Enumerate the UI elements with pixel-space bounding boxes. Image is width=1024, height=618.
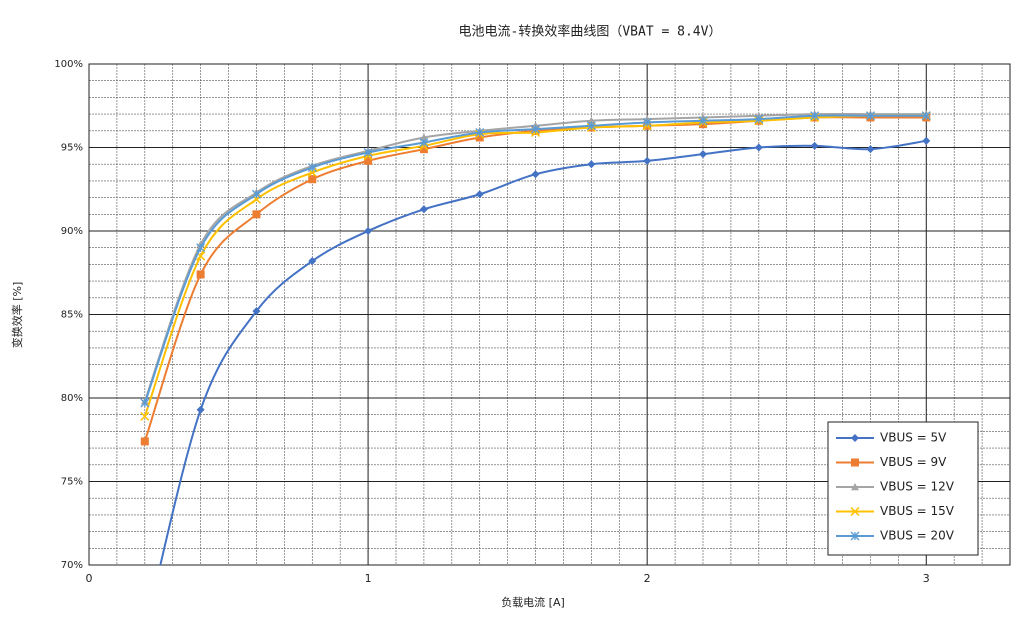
- legend-label: VBUS = 15V: [880, 504, 955, 518]
- marker: [531, 124, 541, 134]
- x-tick-label: 2: [644, 572, 651, 585]
- marker: [140, 437, 149, 446]
- marker: [531, 170, 540, 179]
- marker: [140, 398, 150, 408]
- marker: [754, 143, 763, 152]
- legend-label: VBUS = 9V: [880, 455, 947, 469]
- marker: [810, 111, 820, 121]
- marker: [252, 210, 261, 219]
- marker: [851, 483, 859, 491]
- plot-border: [88, 63, 1011, 566]
- y-axis-label: 变换效率 [%]: [10, 282, 24, 349]
- marker: [699, 150, 707, 159]
- marker: [196, 405, 205, 414]
- marker: [810, 141, 819, 150]
- chart-title: 电池电流-转换效率曲线图（VBAT = 8.4V）: [459, 24, 722, 40]
- marker: [921, 111, 931, 121]
- marker: [308, 175, 317, 184]
- marker: [851, 458, 859, 467]
- marker: [475, 190, 484, 199]
- y-tick-label: 70%: [61, 560, 83, 571]
- legend: VBUS = 5V VBUS = 9V VBUS = 12V VBUS = 15V VB…: [827, 421, 979, 556]
- marker: [140, 411, 150, 421]
- marker: [642, 117, 652, 127]
- marker: [922, 136, 931, 145]
- series-line: [143, 114, 927, 417]
- marker: [307, 163, 317, 172]
- marker: [251, 189, 261, 199]
- marker: [587, 160, 596, 169]
- marker: [196, 243, 206, 253]
- marker: [851, 434, 859, 442]
- marker: [586, 121, 596, 131]
- y-tick-label: 80%: [61, 393, 83, 404]
- marker: [866, 145, 875, 154]
- x-axis-label: 负载电流 [A]: [501, 595, 565, 609]
- marker: [419, 138, 429, 147]
- x-tick-label: 0: [86, 572, 93, 585]
- marker: [587, 116, 596, 124]
- marker: [475, 128, 485, 137]
- y-tick-label: 90%: [61, 226, 83, 237]
- marker: [364, 227, 373, 235]
- marker: [308, 257, 317, 266]
- marker: [419, 133, 428, 141]
- marker: [419, 205, 428, 214]
- y-tick-label: 95%: [61, 143, 83, 154]
- y-tick-label: 85%: [61, 310, 83, 321]
- marker: [698, 116, 708, 126]
- y-tick-label: 75%: [61, 477, 83, 488]
- legend-label: VBUS = 12V: [880, 480, 955, 494]
- marker: [419, 145, 428, 154]
- marker: [865, 111, 875, 121]
- plot-area: [140, 110, 931, 565]
- marker: [850, 506, 860, 517]
- marker: [475, 133, 484, 142]
- y-tick-label: 100%: [54, 59, 83, 70]
- marker: [643, 156, 652, 165]
- series-line: [143, 114, 927, 404]
- marker: [364, 156, 373, 165]
- legend-label: VBUS = 5V: [880, 431, 947, 445]
- legend-label: VBUS = 20V: [880, 529, 955, 543]
- marker: [363, 148, 373, 157]
- x-tick-label: 3: [923, 572, 930, 585]
- marker: [196, 270, 205, 279]
- marker: [850, 531, 860, 541]
- marker: [252, 307, 261, 316]
- x-tick-label: 1: [365, 572, 372, 585]
- series-line: [159, 139, 927, 565]
- series-line: [143, 112, 927, 402]
- marker: [754, 114, 764, 124]
